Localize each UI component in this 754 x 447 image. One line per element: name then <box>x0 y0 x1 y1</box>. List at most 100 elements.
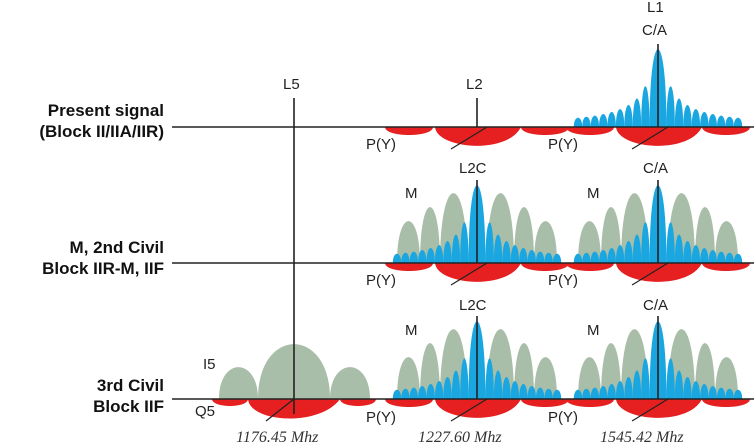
row2-l2-l2c-side-lobe <box>460 222 469 263</box>
row2-l2-l2c-side-lobe <box>434 245 444 263</box>
row2-l2-l2c-side-lobe <box>485 222 494 263</box>
row2-l1-ca-side-lobe <box>582 252 591 263</box>
row2-l2-l2c-side-lobe <box>519 247 528 263</box>
row2-l2-l2c-side-lobe <box>552 253 562 263</box>
row3-l1-ca-side-lobe <box>599 386 608 399</box>
row2-l2-l2c-side-lobe <box>493 234 503 263</box>
row1-l2-py-side-lobe-left <box>385 127 433 135</box>
row2-l1-ca-side-lobe <box>666 222 675 263</box>
axes-layer <box>172 44 754 422</box>
row-third-civil-line1: 3rd Civil <box>96 376 164 395</box>
row3-l2-l2c-side-lobe <box>502 377 511 399</box>
row3-l2-py-side-lobe-right <box>521 399 569 407</box>
row2-l1-ca-side-lobe <box>590 251 600 263</box>
row3-l2-py-side-lobe-left <box>385 399 433 407</box>
row3-l2-l2c-side-lobe <box>485 358 494 399</box>
row2-l2-l2c-side-lobe <box>418 250 427 263</box>
row2-l1-py-side-lobe-left <box>566 263 614 271</box>
row1-l2-py-perspective-tick <box>450 126 488 150</box>
row-m-civil-label: M, 2nd Civil Block IIR-M, IIF <box>42 237 164 279</box>
py-label-l1-row1: P(Y) <box>548 136 578 153</box>
row2-l1-ca-side-lobe <box>607 247 616 263</box>
q5-label: Q5 <box>195 403 216 420</box>
row2-l2-l2c-side-lobe <box>502 241 511 263</box>
py-label-l2-row1: P(Y) <box>366 136 396 153</box>
row1-l1-ca-side-lobe <box>683 105 692 127</box>
row3-l1-ca-side-lobe <box>582 388 591 399</box>
row3-l2-l2c-side-lobe <box>418 386 427 399</box>
m-label-l1-row3: M <box>587 322 600 339</box>
row2-l2-l2c-side-lobe <box>443 241 452 263</box>
row1-l1-ca-side-lobe <box>582 116 591 127</box>
row3-l2-l2c-side-lobe <box>426 383 435 399</box>
row2-l2-py-main-lobe <box>435 263 521 282</box>
row-present-line1: Present signal <box>47 101 164 120</box>
row2-l2-l2c-side-lobe <box>544 252 553 263</box>
row2-l1-ca-side-lobe <box>708 250 717 263</box>
row2-l1-ca-side-lobe <box>624 241 633 263</box>
row2-l1-ca-side-lobe <box>725 252 734 263</box>
row3-l2-l2c-side-lobe <box>451 370 461 399</box>
row3-l2-l2c-side-lobe <box>493 370 503 399</box>
row2-l1-ca-side-lobe <box>674 234 684 263</box>
row3-l1-ca-side-lobe <box>674 370 684 399</box>
row1-l1-py-side-lobe-left <box>566 127 614 135</box>
row3-l1-ca-side-lobe <box>700 383 709 399</box>
row1-l1-ca-side-lobe <box>573 117 583 127</box>
py-label-l1-row3: P(Y) <box>548 409 578 426</box>
row2-l2-py-side-lobe-left <box>385 263 433 271</box>
py-label-l1-row2: P(Y) <box>548 272 578 289</box>
row2-l2-py-perspective-tick <box>450 262 488 286</box>
row1-l1-ca-side-lobe <box>590 115 600 127</box>
row2-l2-py-side-lobe-right <box>521 263 569 271</box>
row3-l1-py-main-lobe <box>616 399 702 418</box>
py-label-l2-row3: P(Y) <box>366 409 396 426</box>
row-present-line2: (Block II/IIA/IIR) <box>39 122 164 141</box>
row3-l1-ca-side-lobe <box>624 377 633 399</box>
row2-l2-m-lobe <box>514 207 534 263</box>
row2-l2-l2c-side-lobe <box>535 251 545 263</box>
row2-l1-ca-side-lobe <box>599 250 608 263</box>
row2-l2-l2c-side-lobe <box>527 250 536 263</box>
ca-label-row2: C/A <box>643 160 669 177</box>
row2-l2-l2c-side-lobe <box>510 245 520 263</box>
row1-l1-ca-side-lobe <box>700 111 709 127</box>
row1-l1-ca-side-lobe <box>615 109 625 127</box>
row3-l1-ca-side-lobe <box>683 377 692 399</box>
l2c-label-row3: L2C <box>459 297 487 314</box>
row1-l2-py-main-lobe <box>435 127 521 146</box>
row1-l1-ca-side-lobe <box>632 98 642 127</box>
row1-l1-ca-side-lobe <box>716 115 726 127</box>
l5-i5-right-lobe <box>330 367 370 399</box>
row3-l2-m-lobe <box>420 343 440 399</box>
row3-l1-py-perspective-tick <box>631 398 669 422</box>
row2-l2-l2c-side-lobe <box>401 252 410 263</box>
l5-q5-right-lobe <box>340 399 376 406</box>
row3-l1-m-lobe <box>695 343 715 399</box>
row1-l1-ca-side-lobe <box>733 117 743 127</box>
row3-l1-ca-side-lobe <box>615 381 625 399</box>
row2-l2-l2c-side-lobe <box>392 253 402 263</box>
row3-l2-l2c-side-lobe <box>544 388 553 399</box>
band-l2-label: L2 <box>466 76 483 93</box>
i5-label: I5 <box>203 356 216 373</box>
row2-l2-m-lobe <box>420 207 440 263</box>
row3-l2-l2c-side-lobe <box>392 389 402 399</box>
row2-l1-py-side-lobe-right <box>702 263 750 271</box>
row1-l1-ca-side-lobe <box>607 111 616 127</box>
row2-l1-m-lobe <box>695 207 715 263</box>
row-third-civil-line2: Block IIF <box>93 397 164 416</box>
row2-l2-l2c-side-lobe <box>426 247 435 263</box>
row3-l1-ca-side-lobe <box>733 389 743 399</box>
row1-l1-ca-side-lobe <box>725 116 734 127</box>
row3-l2-l2c-side-lobe <box>409 387 419 399</box>
row1-l1-ca-side-lobe <box>641 86 650 127</box>
row3-l2-l2c-side-lobe <box>552 389 562 399</box>
row3-l2-l2c-side-lobe <box>434 381 444 399</box>
freq-l5: 1176.45 Mhz <box>236 429 319 446</box>
ca-label-row3: C/A <box>643 297 669 314</box>
row3-l2-py-perspective-tick <box>450 398 488 422</box>
row3-l2-l2c-side-lobe <box>401 388 410 399</box>
row1-l1-ca-side-lobe <box>708 114 717 127</box>
row1-l1-ca-side-lobe <box>624 105 633 127</box>
